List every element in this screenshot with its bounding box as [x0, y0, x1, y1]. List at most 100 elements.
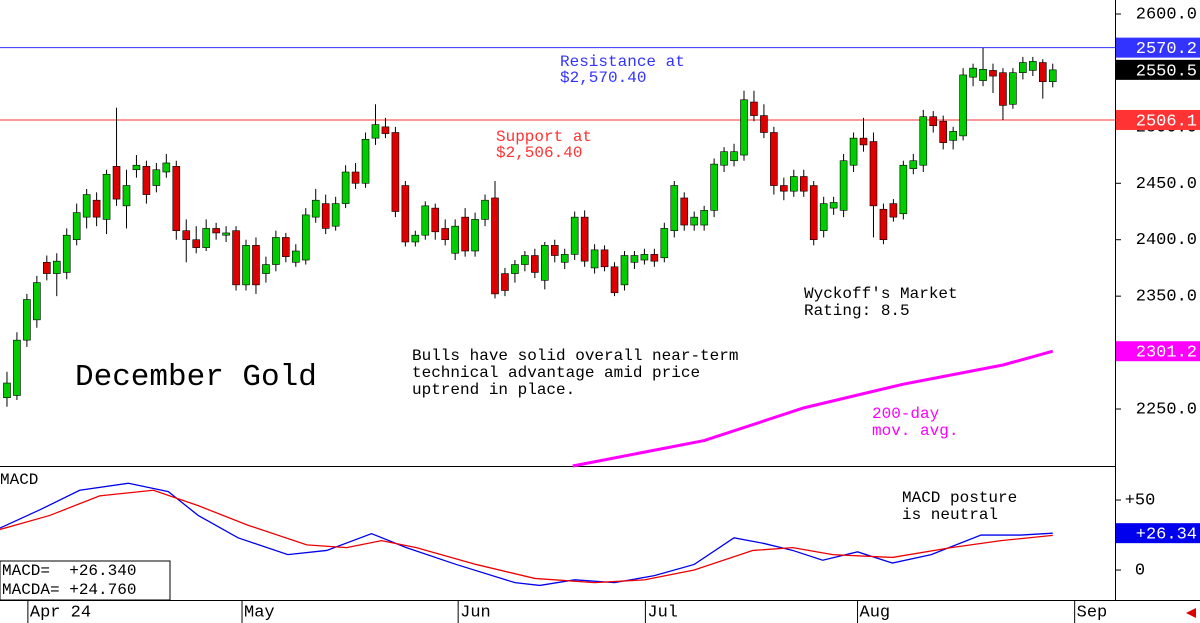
candle-body	[680, 197, 689, 226]
candle-body	[929, 116, 938, 127]
macd-title: MACD	[0, 471, 38, 489]
candle-body	[301, 214, 310, 261]
candle-body	[750, 101, 758, 116]
candle-body	[799, 176, 808, 192]
annotation: Bulls have solid overall near-term	[412, 347, 738, 365]
candle-body	[590, 249, 599, 269]
level-tag-label: 2506.1	[1136, 112, 1197, 131]
candle-body	[23, 299, 31, 341]
candle-body	[899, 164, 908, 215]
candle-body	[62, 234, 71, 273]
candle-body	[541, 245, 549, 281]
candle-body	[600, 249, 609, 268]
candle-body	[102, 173, 111, 220]
y-tick-label: 2450.0	[1136, 175, 1197, 194]
candle-body	[531, 255, 539, 273]
candle-body	[3, 382, 11, 399]
y-tick-label: 2350.0	[1136, 288, 1197, 307]
level-note: Support at	[496, 128, 592, 146]
candle-body	[421, 205, 430, 236]
candle-body	[1048, 69, 1057, 83]
macd-note: MACD posture	[902, 489, 1017, 507]
price-tag	[1116, 59, 1200, 80]
candle-body	[351, 171, 360, 184]
candle-body	[132, 164, 141, 171]
y-tick-label: 2400.0	[1136, 231, 1197, 250]
candle-body	[849, 137, 858, 166]
candle-body	[391, 132, 400, 212]
candle-body	[819, 203, 828, 231]
macd-y-tick-label: 0	[1135, 562, 1145, 581]
macd-tag-label: +26.34	[1136, 526, 1197, 545]
price-tag-label: 2301.2	[1136, 344, 1197, 363]
candle-body	[33, 282, 41, 321]
candle-body	[282, 237, 290, 257]
candle-body	[501, 273, 509, 291]
x-tick-label: Jul	[647, 603, 678, 622]
candle-body	[959, 74, 967, 137]
x-tick-label: May	[244, 603, 275, 622]
moving-average-label: mov. avg.	[872, 422, 958, 440]
candle-body	[13, 339, 21, 396]
candle-body	[411, 234, 420, 243]
level-tag	[1116, 37, 1200, 58]
macd-note: is neutral	[902, 506, 998, 524]
candle-body	[401, 185, 410, 243]
candle-body	[670, 185, 679, 231]
candle-body	[242, 245, 250, 286]
candle-body	[710, 163, 718, 211]
candle-body	[262, 264, 270, 274]
candle-body	[909, 160, 918, 169]
candle-body	[152, 169, 161, 186]
moving-average-label: 200-day	[872, 405, 940, 423]
candle-body	[690, 216, 698, 226]
level-note: Resistance at	[560, 53, 685, 71]
candle-body	[471, 219, 479, 252]
candle-body	[162, 162, 171, 173]
candle-body	[640, 254, 649, 261]
candle-body	[182, 230, 191, 241]
candle-body	[521, 255, 529, 265]
candle-body	[939, 120, 947, 143]
macd-line	[0, 482, 1053, 587]
x-tick-label: Sep	[1077, 603, 1108, 622]
candle-body	[82, 194, 91, 218]
candle-body	[889, 203, 898, 218]
chart-title: December Gold	[75, 360, 317, 395]
candle-body	[491, 197, 499, 295]
x-tick-label: Aug	[860, 603, 891, 622]
candle-body	[431, 207, 440, 233]
y-tick-label: 2600.0	[1136, 5, 1197, 24]
candle-body	[839, 160, 848, 211]
candle-body	[461, 216, 469, 252]
candle-body	[212, 228, 220, 234]
candle-body	[331, 203, 340, 227]
candle-body	[610, 266, 619, 294]
candle-body	[919, 116, 928, 166]
candle-body	[511, 264, 519, 274]
candle-body	[989, 70, 997, 77]
level-note: $2,570.40	[560, 69, 646, 87]
annotation: technical advantage amid price	[412, 364, 700, 382]
candle-body	[202, 228, 210, 248]
candle-body	[1019, 62, 1027, 73]
macd-legend-box	[0, 560, 171, 601]
candle-body	[341, 171, 350, 204]
macd-y-tick-label: +50	[1125, 492, 1156, 511]
candle-body	[700, 210, 708, 226]
candle-body	[321, 203, 330, 229]
candle-body	[740, 99, 748, 156]
x-tick-label: Apr 24	[30, 603, 91, 622]
annotation: Rating: 8.5	[804, 302, 910, 320]
candle-body	[1029, 61, 1037, 71]
candle-body	[999, 72, 1007, 106]
scroll-arrow[interactable]	[1186, 608, 1196, 618]
candle-body	[969, 67, 977, 78]
candle-body	[809, 185, 818, 241]
candle-body	[222, 232, 230, 236]
moving-average	[572, 349, 1054, 468]
annotation: Wyckoff's Market	[804, 285, 958, 303]
x-tick-label: Jun	[460, 603, 491, 622]
